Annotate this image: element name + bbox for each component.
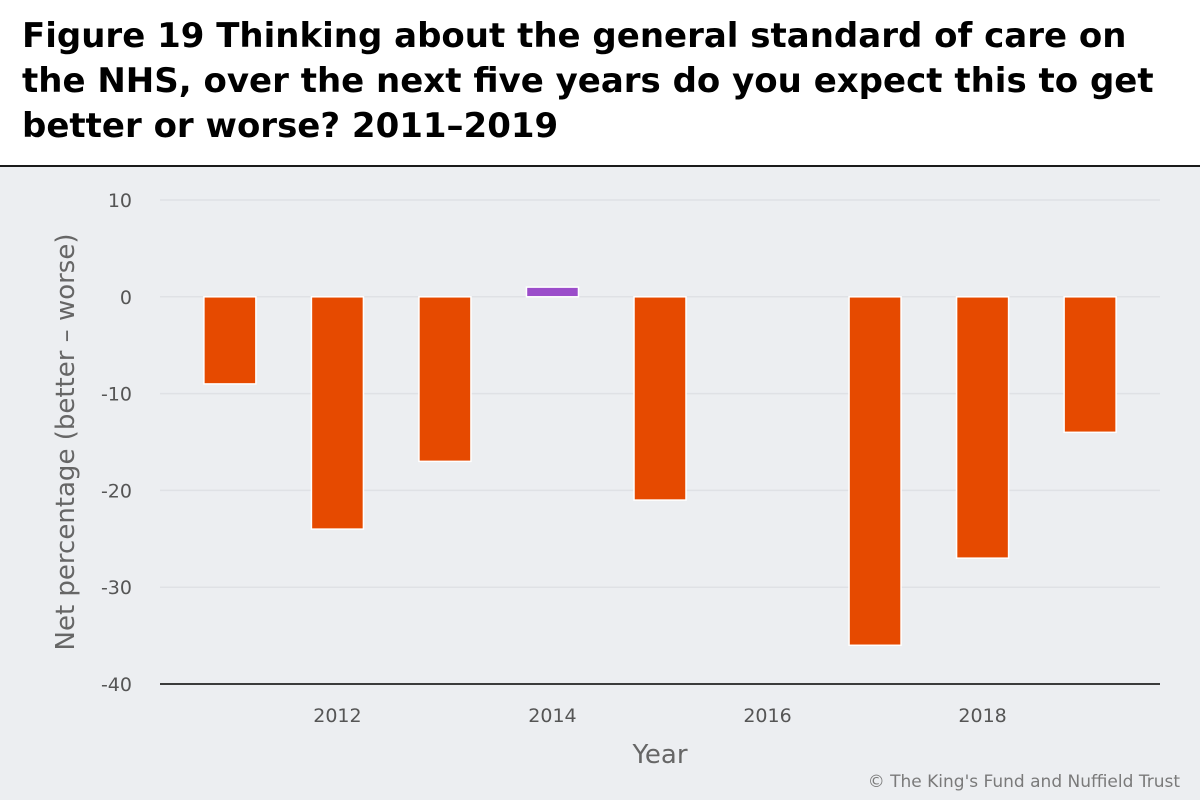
y-axis-label: Net percentage (better – worse) bbox=[51, 234, 81, 651]
x-tick-label: 2018 bbox=[958, 705, 1006, 727]
bar-2013[interactable] bbox=[418, 296, 472, 463]
title-divider bbox=[0, 165, 1200, 167]
x-tick-label: 2016 bbox=[743, 705, 791, 727]
bar-2012[interactable] bbox=[310, 296, 365, 530]
y-axis-ticks: 10 0 -10 -20 -30 -40 bbox=[101, 190, 132, 696]
bar-2011[interactable] bbox=[203, 296, 257, 385]
bar-2015[interactable] bbox=[633, 296, 687, 501]
y-tick-label: -30 bbox=[101, 577, 132, 599]
y-tick-label: -10 bbox=[101, 384, 132, 406]
bar-2019[interactable] bbox=[1063, 296, 1117, 434]
bar-2018[interactable] bbox=[955, 296, 1010, 559]
y-tick-label: -20 bbox=[101, 480, 132, 502]
x-tick-label: 2014 bbox=[528, 705, 576, 727]
bar-2014[interactable] bbox=[525, 286, 580, 298]
chart-title: Figure 19 Thinking about the general sta… bbox=[22, 16, 1154, 146]
copyright-credit: © The King's Fund and Nuffield Trust bbox=[867, 772, 1180, 792]
y-tick-label: 0 bbox=[120, 287, 132, 309]
bars bbox=[203, 286, 1117, 647]
x-axis-ticks: 2012 2014 2016 2018 bbox=[313, 705, 1007, 727]
chart-area: 10 0 -10 -20 -30 -40 2012 2014 2016 2018 Year Ne… bbox=[0, 167, 1200, 800]
bar-chart: 10 0 -10 -20 -30 -40 2012 2014 2016 2018 Year Ne… bbox=[51, 190, 1160, 770]
x-axis-label: Year bbox=[631, 740, 687, 770]
y-tick-label: -40 bbox=[101, 674, 132, 696]
bar-2017[interactable] bbox=[848, 296, 902, 647]
x-tick-label: 2012 bbox=[313, 705, 361, 727]
y-tick-label: 10 bbox=[108, 190, 132, 212]
